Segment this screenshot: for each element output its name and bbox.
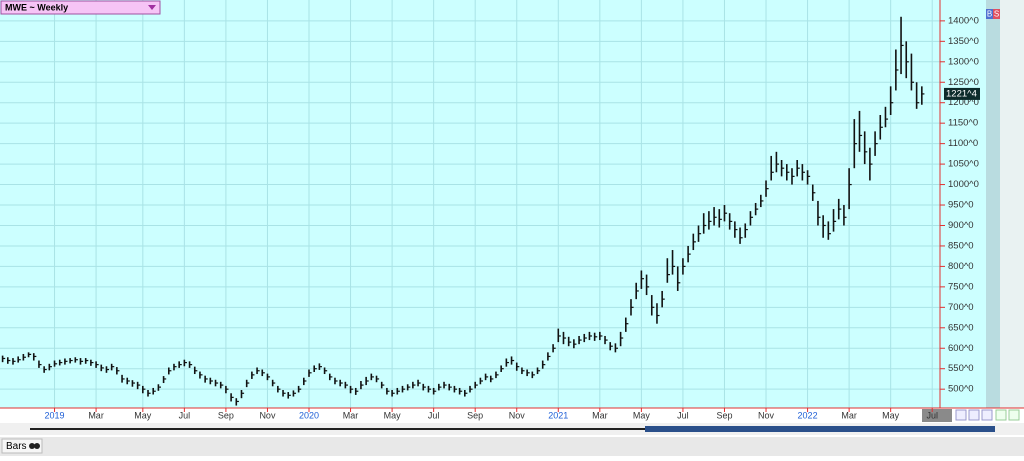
time-axis — [0, 409, 1024, 422]
x-tick-label: Mar — [88, 410, 104, 420]
y-tick-label: 900^0 — [948, 220, 974, 231]
nav-button[interactable] — [995, 409, 1007, 421]
y-tick-label: 650^0 — [948, 322, 974, 333]
y-tick-label: 800^0 — [948, 261, 974, 272]
badge — [993, 9, 1000, 19]
x-tick-label: Nov — [509, 410, 526, 420]
y-tick-label: 850^0 — [948, 240, 974, 251]
x-tick-label: 2021 — [548, 410, 568, 420]
nav-button[interactable] — [981, 409, 993, 421]
x-tick-label: Sep — [218, 410, 234, 420]
y-tick-label: 500^0 — [948, 384, 974, 395]
chart-title: MWE ~ Weekly — [5, 2, 68, 12]
title-box[interactable] — [0, 0, 161, 15]
x-tick-label: Jul — [428, 410, 440, 420]
x-tick-label: 2022 — [798, 410, 818, 420]
y-tick-label: 1000^0 — [948, 179, 979, 190]
x-tick-label: Nov — [758, 410, 775, 420]
badge — [986, 9, 993, 19]
x-tick-label: Jul — [179, 410, 191, 420]
x-tick-label: Mar — [592, 410, 608, 420]
toolbar-icon — [34, 443, 40, 449]
toolbar-icon — [29, 443, 35, 449]
x-tick-label: Mar — [343, 410, 359, 420]
nav-button[interactable] — [1008, 409, 1020, 421]
plot-area — [0, 0, 940, 408]
x-tick-label: May — [882, 410, 900, 420]
time-highlight — [922, 409, 952, 422]
toolbar — [0, 437, 1024, 456]
side-panel — [986, 0, 1000, 408]
price-axis — [940, 0, 986, 408]
x-tick-label: Mar — [841, 410, 857, 420]
y-tick-label: 700^0 — [948, 302, 974, 313]
y-tick-label: 1200^0 — [948, 97, 979, 108]
last-price-box — [944, 87, 980, 100]
nav-buttons[interactable] — [955, 409, 1020, 421]
y-tick-label: 750^0 — [948, 281, 974, 292]
last-price-label: 1221^4 — [946, 88, 977, 99]
y-tick-label: 1150^0 — [948, 118, 978, 129]
scroll-thumb[interactable] — [645, 426, 995, 432]
x-tick-label: 2020 — [299, 410, 319, 420]
right-margin — [1000, 0, 1024, 408]
toolbar-label: Bars — [6, 441, 27, 452]
y-tick-label: 1350^0 — [948, 36, 979, 47]
bars-button[interactable] — [1, 438, 43, 454]
bars — [1, 16, 925, 406]
nav-button[interactable] — [968, 409, 980, 421]
y-tick-label: 550^0 — [948, 363, 974, 374]
nav-button[interactable] — [955, 409, 967, 421]
badge-label: B — [987, 10, 992, 19]
x-tick-label: Nov — [259, 410, 276, 420]
grid — [0, 0, 940, 408]
y-tick-label: 600^0 — [948, 343, 974, 354]
y-tick-label: 1100^0 — [948, 138, 978, 149]
x-tick-label: Jul — [926, 410, 938, 420]
y-tick-label: 1050^0 — [948, 159, 979, 170]
x-tick-label: May — [384, 410, 402, 420]
y-tick-label: 950^0 — [948, 200, 974, 211]
badge-label: S — [994, 10, 999, 19]
x-tick-label: Jul — [677, 410, 689, 420]
x-tick-label: 2019 — [45, 410, 65, 420]
x-tick-label: May — [134, 410, 152, 420]
y-tick-label: 1250^0 — [948, 77, 979, 88]
dropdown-arrow — [148, 5, 156, 10]
y-tick-label: 1400^0 — [948, 15, 979, 26]
x-tick-label: Sep — [716, 410, 732, 420]
x-tick-label: Sep — [467, 410, 483, 420]
x-tick-label: May — [633, 410, 651, 420]
y-tick-label: 1300^0 — [948, 56, 979, 67]
